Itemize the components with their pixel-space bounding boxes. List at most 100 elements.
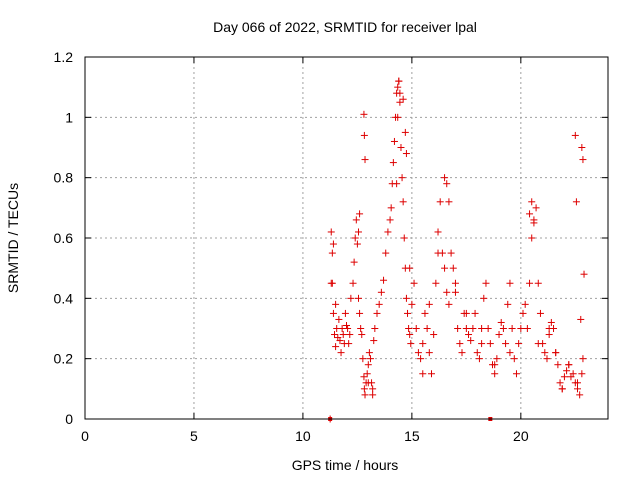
data-point (547, 318, 555, 326)
data-point (421, 309, 429, 317)
data-point (432, 279, 440, 287)
data-point (387, 204, 395, 212)
data-point (556, 379, 564, 387)
data-point (497, 318, 505, 326)
data-point (484, 325, 492, 332)
data-point (369, 385, 377, 393)
data-point (462, 325, 470, 332)
y-tick-label: 0.8 (54, 170, 74, 186)
data-point (399, 198, 407, 206)
data-point (545, 325, 553, 332)
data-point (579, 156, 587, 164)
data-point (499, 325, 507, 332)
data-point (506, 349, 514, 357)
data-point (354, 294, 362, 302)
data-point (572, 198, 580, 206)
data-point (399, 95, 407, 103)
data-point (382, 249, 390, 257)
data-point (430, 331, 438, 339)
data-point (545, 331, 553, 339)
data-point (332, 300, 340, 308)
data-point (361, 391, 369, 399)
data-point (363, 370, 371, 378)
data-point (467, 337, 475, 345)
x-tick-label: 5 (190, 428, 198, 444)
data-point (364, 361, 372, 369)
data-point (434, 228, 442, 236)
data-point (386, 216, 394, 224)
data-point (508, 325, 516, 332)
x-tick-label: 20 (513, 428, 529, 444)
data-point (329, 309, 337, 317)
data-point (371, 325, 379, 332)
x-axis-title: GPS time / hours (292, 457, 399, 473)
data-point (359, 355, 367, 363)
data-point (356, 309, 364, 317)
data-point (404, 309, 412, 317)
data-point (357, 325, 365, 332)
data-point (445, 300, 453, 308)
data-point (451, 288, 459, 296)
data-point (517, 325, 525, 332)
data-point (358, 331, 366, 339)
data-point (407, 340, 415, 348)
data-point (380, 276, 388, 284)
data-point (417, 355, 425, 363)
data-point (327, 279, 335, 287)
y-axis-title: SRMTID / TECUs (5, 183, 21, 293)
data-point (441, 174, 449, 182)
y-tick-label: 1.2 (54, 49, 74, 65)
data-point (343, 321, 350, 329)
data-point (443, 288, 451, 296)
data-point (352, 216, 360, 224)
data-point (414, 349, 422, 357)
data-point (341, 309, 349, 317)
data-point (384, 228, 392, 236)
data-point (536, 309, 544, 317)
data-point (434, 249, 442, 257)
data-point (506, 279, 514, 287)
data-point (478, 340, 486, 348)
data-point (573, 385, 581, 393)
data-point (402, 150, 410, 158)
data-point (571, 131, 579, 139)
data-point (402, 294, 410, 302)
data-point (580, 270, 588, 278)
x-tick-label: 15 (404, 428, 420, 444)
y-tick-label: 1 (65, 109, 73, 125)
data-point (408, 300, 416, 308)
data-point (400, 234, 408, 242)
data-point (354, 228, 362, 236)
data-point (390, 137, 398, 145)
data-point (412, 325, 420, 332)
data-point (397, 144, 405, 151)
data-point (393, 180, 401, 188)
data-point (443, 180, 451, 188)
data-point (560, 373, 568, 381)
data-point (369, 391, 377, 399)
data-point (419, 340, 427, 348)
data-point (394, 83, 402, 91)
data-point (530, 216, 538, 224)
data-point (356, 210, 364, 218)
data-point (579, 355, 587, 363)
data-point (577, 315, 585, 323)
data-point (377, 288, 385, 296)
data-point (329, 240, 337, 248)
data-point (336, 337, 344, 345)
data-point (569, 370, 577, 378)
x-axis: 0 5 10 15 20 (81, 57, 529, 444)
data-point (565, 361, 573, 369)
data-point (534, 340, 542, 348)
data-point (398, 174, 406, 182)
data-point (365, 349, 373, 357)
grid (85, 57, 608, 419)
data-point (558, 385, 566, 393)
data-point (350, 258, 358, 266)
data-point (512, 370, 520, 378)
data-point (360, 131, 368, 139)
y-tick-label: 0.6 (54, 230, 74, 246)
x-tick-label: 10 (295, 428, 311, 444)
